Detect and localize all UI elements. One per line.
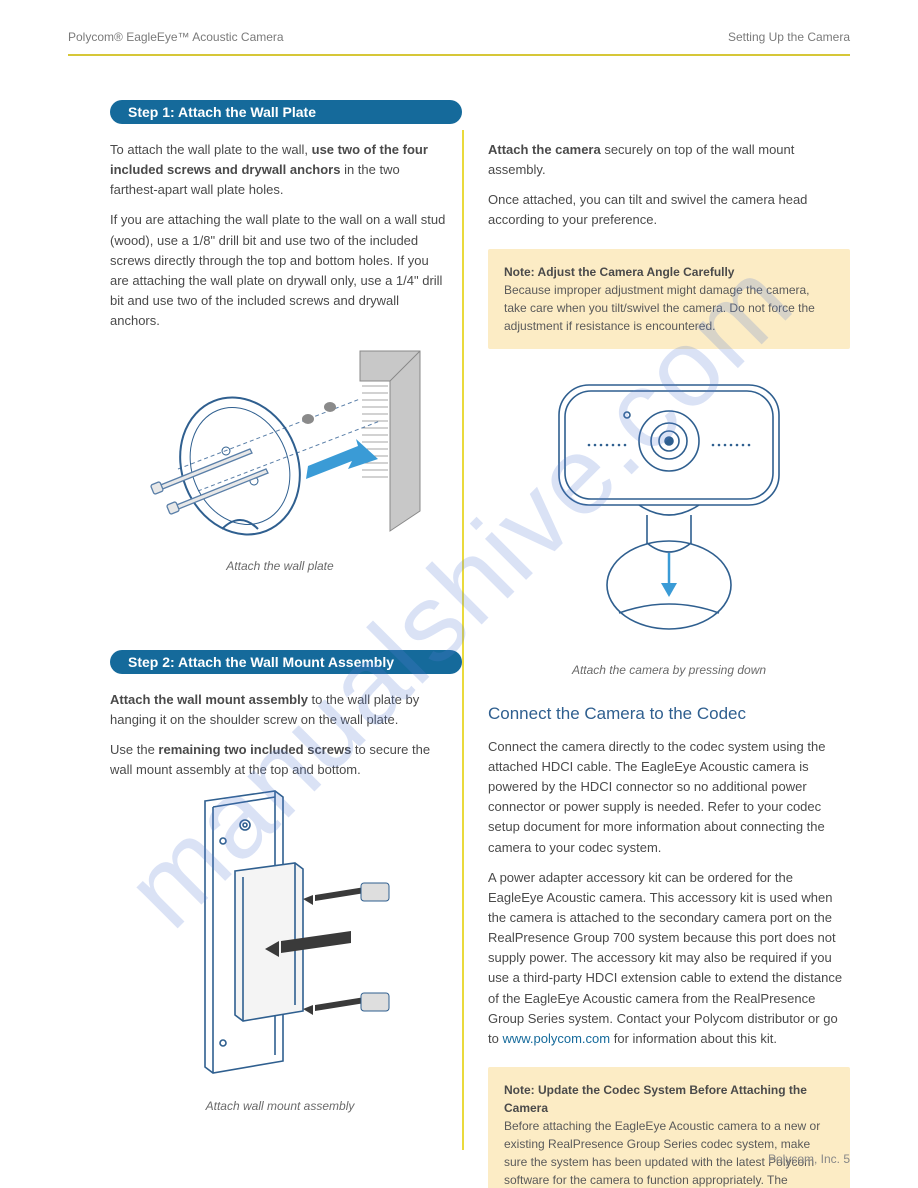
text-bold: Attach the wall mount assembly	[110, 692, 312, 707]
step-2-para-1: Attach the wall mount assembly to the wa…	[110, 690, 450, 730]
page-header: Polycom® EagleEye™ Acoustic Camera Setti…	[68, 30, 850, 44]
connect-para-2: A power adapter accessory kit can be ord…	[488, 868, 850, 1049]
step-1-label: Step 1: Attach the Wall Plate	[110, 100, 462, 124]
step-1-para-1: To attach the wall plate to the wall, us…	[110, 140, 450, 200]
polycom-link[interactable]: www.polycom.com	[502, 1031, 610, 1046]
step-1-bar: Step 1: Attach the Wall Plate	[110, 100, 462, 124]
step-2-content: Attach the wall mount assembly to the wa…	[110, 690, 450, 1113]
text-span: Use the	[110, 742, 158, 757]
step-1-content: To attach the wall plate to the wall, us…	[110, 140, 450, 573]
note-box-2: Note: Update the Codec System Before Att…	[488, 1067, 850, 1188]
step-2-bar: Step 2: Attach the Wall Mount Assembly	[110, 650, 462, 674]
header-rule	[68, 54, 850, 56]
step-2-para-2: Use the remaining two included screws to…	[110, 740, 450, 780]
text-span: A power adapter accessory kit can be ord…	[488, 870, 842, 1046]
attach-para-1: Attach the camera securely on top of the…	[488, 140, 850, 180]
wall-mount-caption: Attach wall mount assembly	[110, 1099, 450, 1113]
attach-para-2: Once attached, you can tilt and swivel t…	[488, 190, 850, 230]
text-bold: remaining two included screws	[158, 742, 355, 757]
page: manualshive.com Polycom® EagleEye™ Acous…	[0, 0, 918, 1188]
connect-para-1: Connect the camera directly to the codec…	[488, 737, 850, 858]
note-1-body: Because improper adjustment might damage…	[504, 281, 834, 335]
column-divider	[462, 130, 464, 1150]
header-right: Setting Up the Camera	[728, 30, 850, 44]
right-column: Attach the camera securely on top of the…	[488, 140, 850, 1188]
note-box-1: Note: Adjust the Camera Angle Carefully …	[488, 249, 850, 349]
note-2-heading: Note: Update the Codec System Before Att…	[504, 1081, 834, 1117]
wall-plate-diagram	[130, 331, 430, 551]
wall-plate-caption: Attach the wall plate	[110, 559, 450, 573]
text-span: To attach the wall plate to the wall,	[110, 142, 312, 157]
step-2-label: Step 2: Attach the Wall Mount Assembly	[110, 650, 462, 674]
page-number: Polycom, Inc. 5	[768, 1152, 850, 1166]
step-1-para-2: If you are attaching the wall plate to t…	[110, 210, 450, 331]
connect-heading: Connect the Camera to the Codec	[488, 701, 850, 727]
header-left: Polycom® EagleEye™ Acoustic Camera	[68, 30, 284, 44]
text-span: for information about this kit.	[610, 1031, 777, 1046]
wall-mount-diagram	[165, 781, 395, 1091]
camera-caption: Attach the camera by pressing down	[488, 663, 850, 677]
camera-diagram	[519, 365, 819, 655]
text-bold: Attach the camera	[488, 142, 604, 157]
note-1-heading: Note: Adjust the Camera Angle Carefully	[504, 263, 834, 281]
